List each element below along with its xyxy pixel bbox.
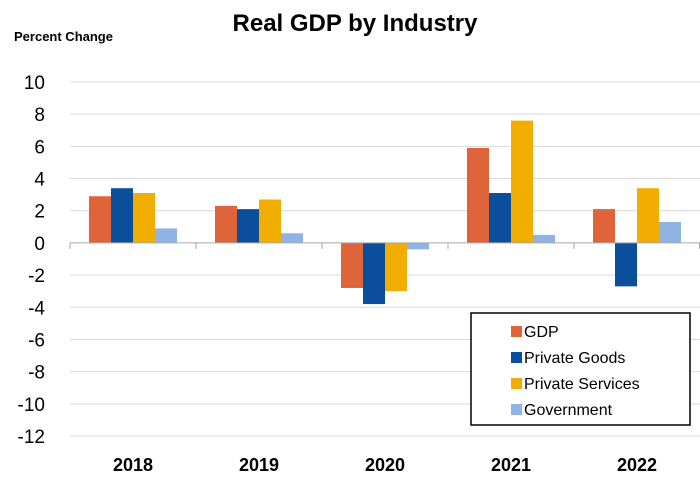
bar-private-services-2018: [133, 193, 155, 243]
bar-gdp-2018: [89, 196, 111, 243]
x-tick-labels: 2018 2019 2020 2021 2022: [113, 455, 657, 475]
bar-private-services-2020: [385, 242, 407, 292]
bar-government-2019: [281, 233, 303, 243]
legend-label: Private Services: [524, 376, 640, 393]
x-tick-label: 2021: [491, 455, 531, 475]
bar-government-2018: [155, 228, 177, 243]
y-tick-label: 4: [34, 170, 45, 191]
y-tick-label: -12: [18, 427, 45, 448]
legend: GDP Private Goods Private Services Governme…: [470, 312, 691, 426]
y-tick-label: 0: [34, 234, 45, 255]
bar-private-services-2022: [637, 188, 659, 243]
bars: [89, 120, 681, 305]
legend-swatch: [511, 352, 522, 363]
x-tick-label: 2022: [617, 455, 657, 475]
y-tick-label: -6: [28, 330, 45, 351]
y-axis-label: Percent Change: [14, 29, 113, 44]
legend-swatch: [511, 404, 522, 415]
bar-private-goods-2019: [237, 209, 259, 243]
bar-private-services-2019: [259, 199, 281, 243]
bar-government-2020: [407, 242, 429, 250]
bar-private-services-2021: [511, 120, 533, 243]
legend-box: [470, 312, 691, 426]
y-tick-label: -2: [28, 266, 45, 287]
bar-gdp-2021: [467, 147, 489, 243]
bar-gdp-2022: [593, 209, 615, 243]
bar-government-2022: [659, 221, 681, 243]
y-tick-label: 8: [34, 105, 45, 126]
legend-label: GDP: [524, 324, 559, 341]
y-tick-label: -4: [28, 298, 45, 319]
y-tick-label: 2: [34, 202, 45, 223]
y-tick-labels: 10 8 6 4 2 0 -2 -4 -6 -8 -10 -12: [18, 73, 46, 448]
chart-title: Real GDP by Industry: [233, 10, 479, 37]
bar-gdp-2019: [215, 205, 237, 243]
bar-private-goods-2018: [111, 188, 133, 243]
bar-gdp-2020: [341, 242, 363, 288]
y-tick-label: -10: [18, 395, 45, 416]
y-tick-label: 10: [24, 73, 45, 94]
x-tick-label: 2020: [365, 455, 405, 475]
x-tick-label: 2018: [113, 455, 153, 475]
legend-label: Private Goods: [524, 350, 625, 367]
x-tick-label: 2019: [239, 455, 279, 475]
bar-private-goods-2022: [615, 242, 637, 287]
y-tick-label: 6: [34, 137, 45, 158]
bar-private-goods-2021: [489, 193, 511, 243]
legend-swatch: [511, 326, 522, 337]
y-tick-label: -8: [28, 363, 45, 384]
bar-private-goods-2020: [363, 242, 385, 305]
legend-label: Government: [524, 402, 613, 419]
legend-swatch: [511, 378, 522, 389]
bar-government-2021: [533, 234, 555, 243]
